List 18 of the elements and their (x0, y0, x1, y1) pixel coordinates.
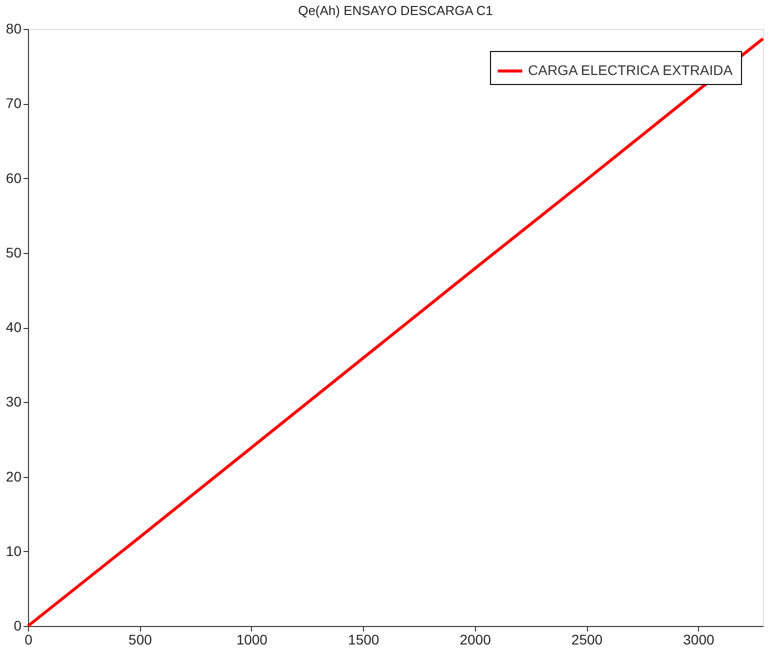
y-tick-label: 40 (6, 319, 22, 335)
x-tick-label: 1000 (236, 632, 268, 648)
x-tick-label: 2000 (460, 632, 492, 648)
y-tick-label: 60 (6, 170, 22, 186)
y-tick-label: 30 (6, 394, 22, 410)
x-tick-label: 0 (24, 632, 33, 648)
y-tick-label: 10 (6, 542, 22, 559)
y-tick-label: 0 (14, 618, 22, 634)
x-tick-label: 500 (128, 632, 152, 648)
x-tick-label: 3000 (683, 632, 714, 648)
y-tick-label: 80 (6, 20, 22, 36)
y-tick-label: 50 (6, 244, 22, 260)
y-tick-label: 70 (6, 95, 22, 112)
x-tick-label: 1500 (348, 632, 380, 648)
x-tick-label: 2500 (571, 632, 603, 648)
legend-label: CARGA ELECTRICA EXTRAIDA (528, 62, 734, 78)
y-tick-label: 20 (6, 468, 22, 484)
chart-title: Qe(Ah) ENSAYO DESCARGA C1 (298, 3, 493, 18)
